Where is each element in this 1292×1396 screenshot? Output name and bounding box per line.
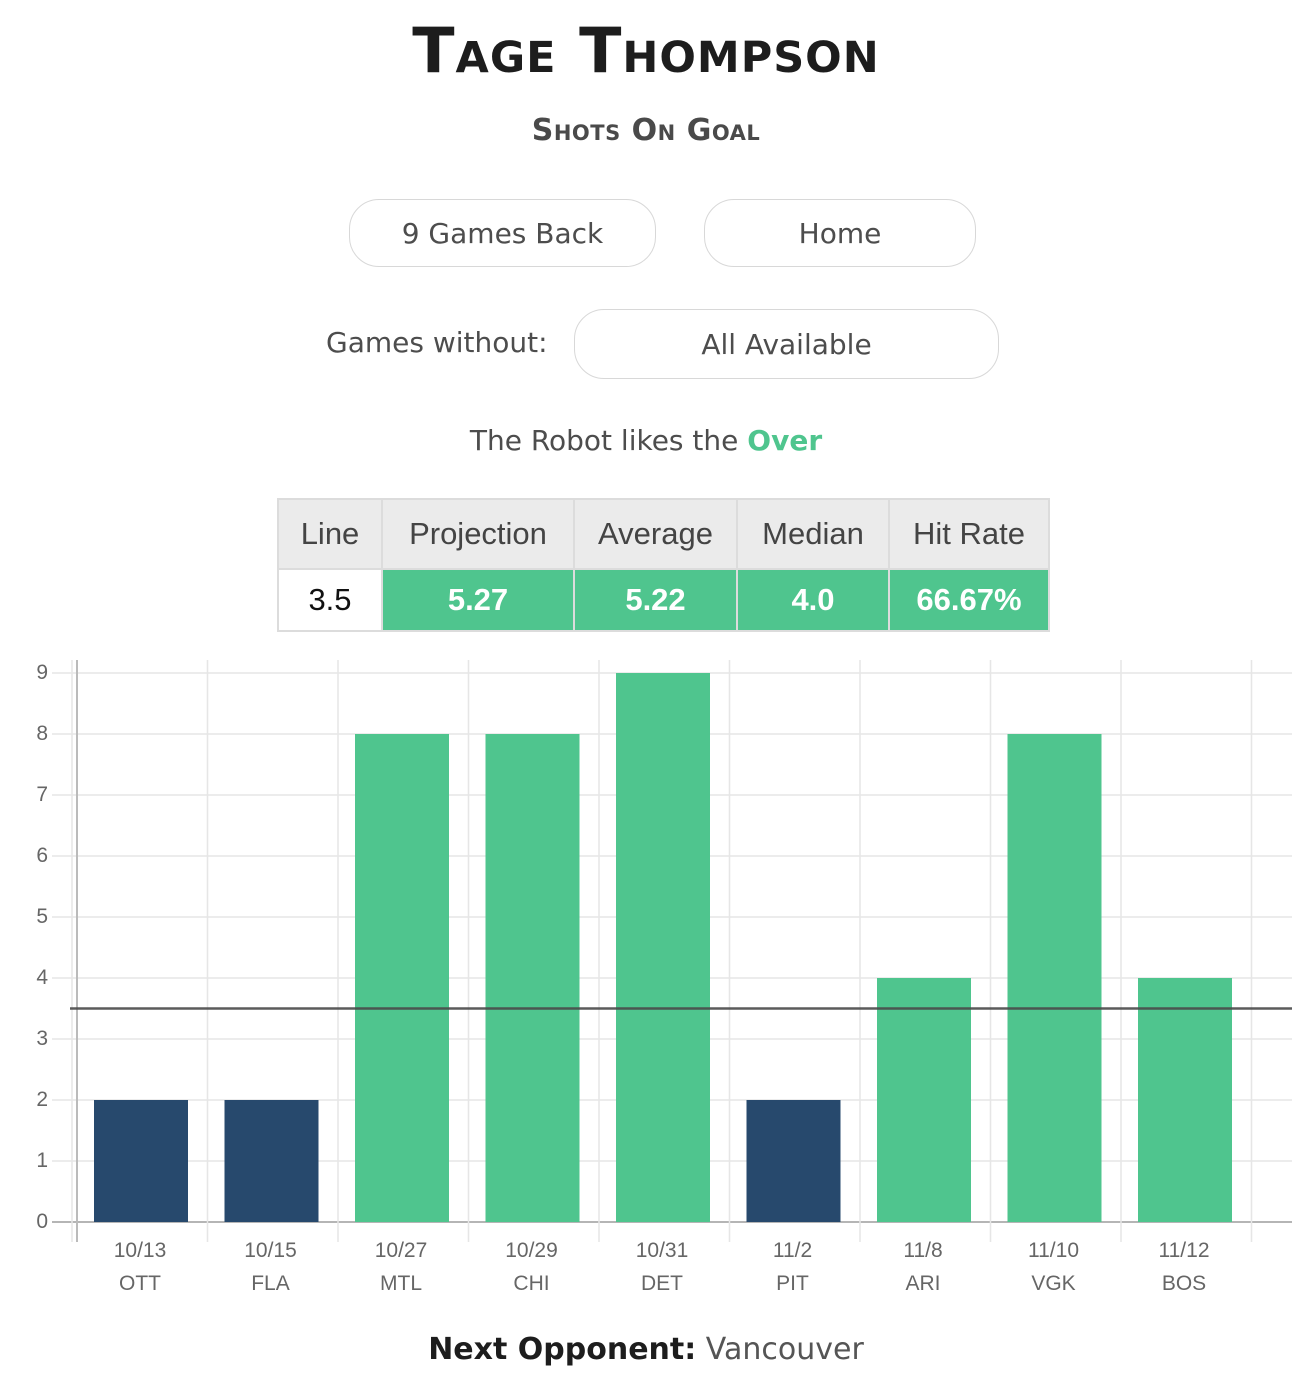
- stats-value-row: 3.5 5.27 5.22 4.0 66.67%: [277, 568, 1050, 632]
- games-back-label: 9 Games Back: [401, 216, 604, 250]
- x-tick-label: 11/2 PIT: [772, 1239, 813, 1295]
- bar[interactable]: [616, 673, 710, 1222]
- header-projection: Projection: [381, 498, 575, 570]
- y-tick-label: 7: [36, 783, 48, 806]
- location-label: Home: [798, 216, 882, 250]
- y-tick-label: 5: [36, 905, 48, 928]
- stats-header-row: Line Projection Average Median Hit Rate: [277, 498, 1050, 570]
- bar[interactable]: [746, 1100, 841, 1222]
- games-back-button[interactable]: 9 Games Back: [349, 199, 656, 267]
- player-name: Tage Thompson: [412, 14, 880, 87]
- header-hit-rate: Hit Rate: [888, 498, 1050, 570]
- recommendation-prefix: The Robot likes the: [469, 424, 739, 457]
- games-without-value: All Available: [701, 327, 872, 361]
- x-tick-label: 11/12 BOS: [1158, 1239, 1210, 1295]
- recommendation-pick: Over: [747, 424, 823, 457]
- x-tick-label: 10/15 FLA: [244, 1239, 297, 1295]
- y-tick-label: 2: [36, 1088, 48, 1111]
- value-median: 4.0: [736, 568, 890, 632]
- next-opponent: Next Opponent: Vancouver: [0, 1332, 1292, 1367]
- x-tick-label: 10/29 CHI: [505, 1239, 558, 1295]
- bar[interactable]: [224, 1100, 319, 1222]
- y-tick-label: 3: [36, 1027, 48, 1050]
- next-opponent-value: Vancouver: [705, 1332, 864, 1367]
- y-tick-label: 8: [36, 722, 48, 745]
- x-tick-label: 10/13 OTT: [113, 1239, 167, 1295]
- bar[interactable]: [94, 1100, 188, 1222]
- x-tick-label: 10/31 DET: [635, 1239, 689, 1295]
- y-tick-label: 0: [36, 1210, 48, 1233]
- value-hit-rate: 66.67%: [888, 568, 1050, 632]
- bar[interactable]: [485, 734, 580, 1222]
- stat-type: Shots On Goal: [531, 113, 761, 148]
- x-tick-label: 11/10 VGK: [1028, 1239, 1079, 1295]
- chart-canvas: [52, 660, 1292, 1242]
- bar[interactable]: [1007, 734, 1102, 1222]
- next-opponent-label: Next Opponent:: [428, 1332, 697, 1367]
- stats-table: Line Projection Average Median Hit Rate …: [277, 498, 1050, 632]
- shots-bar-chart: 0 1 2 3 4 5 6 7 8 9 10/13 OTT 10/15 FLA 10/27 MTL 10/29 C…: [0, 640, 1292, 1320]
- y-tick-label: 9: [36, 661, 48, 684]
- games-without-label: Games without:: [326, 326, 548, 359]
- bar[interactable]: [355, 734, 449, 1222]
- header-median: Median: [736, 498, 890, 570]
- x-tick-label: 11/8 ARI: [903, 1239, 943, 1295]
- header-average: Average: [573, 498, 738, 570]
- y-tick-label: 1: [36, 1149, 48, 1172]
- bar[interactable]: [877, 978, 971, 1222]
- recommendation: The Robot likes the Over: [0, 424, 1292, 457]
- location-button[interactable]: Home: [704, 199, 976, 267]
- x-tick-label: 10/27 MTL: [374, 1239, 428, 1295]
- bar[interactable]: [1138, 978, 1232, 1222]
- y-tick-label: 4: [36, 966, 48, 989]
- value-line: 3.5: [277, 568, 383, 632]
- games-without-select[interactable]: All Available: [574, 309, 999, 379]
- y-tick-label: 6: [36, 844, 48, 867]
- header-line: Line: [277, 498, 383, 570]
- value-projection: 5.27: [381, 568, 575, 632]
- value-average: 5.22: [573, 568, 738, 632]
